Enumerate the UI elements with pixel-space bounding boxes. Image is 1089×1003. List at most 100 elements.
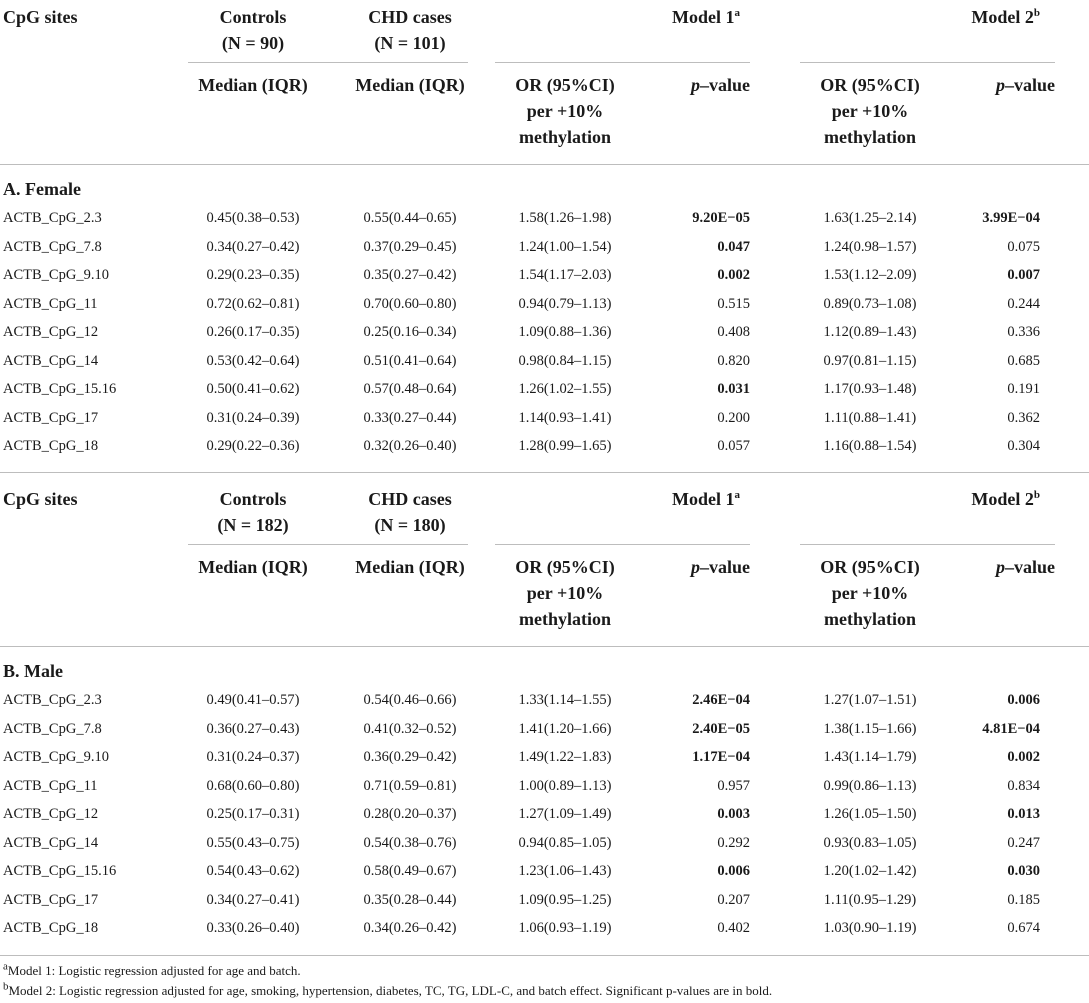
header-or1-line1: OR (95%CI)	[515, 75, 615, 95]
cpg-site-cell: ACTB_CpG_14	[3, 352, 99, 369]
model2-p-cell: 0.191	[1007, 381, 1040, 397]
table-row: ACTB_CpG_2.3 0.49(0.41–0.57) 0.54(0.46–0.6…	[0, 686, 1089, 714]
model2-p-cell: 0.007	[1007, 267, 1040, 283]
model2-or-cell: 0.89(0.73–1.08)	[823, 295, 917, 312]
cases-median-cell: 0.35(0.28–0.44)	[363, 891, 457, 908]
header-cases-n: (N = 180)	[374, 515, 446, 535]
model1-or-cell: 1.14(0.93–1.41)	[518, 409, 612, 426]
cases-median-cell: 0.41(0.32–0.52)	[363, 720, 457, 737]
table-row: ACTB_CpG_11 0.72(0.62–0.81) 0.70(0.60–0.80…	[0, 290, 1089, 318]
model2-p-cell: 0.674	[1007, 920, 1040, 936]
cpg-site-cell: ACTB_CpG_18	[3, 438, 99, 454]
model2-or-cell: 1.17(0.93–1.48)	[823, 381, 917, 397]
cases-median-cell: 0.54(0.46–0.66)	[363, 692, 457, 708]
header-p1: p–value	[690, 75, 750, 95]
model1-or-cell: 1.09(0.95–1.25)	[518, 891, 612, 908]
table-row: ACTB_CpG_7.8 0.36(0.27–0.43) 0.41(0.32–0.5…	[0, 715, 1089, 743]
model1-p-cell: 0.002	[717, 267, 750, 283]
model1-or-cell: 1.49(1.22–1.83)	[518, 749, 612, 765]
controls-median-cell: 0.55(0.43–0.75)	[206, 834, 300, 851]
header-or2-line2: per +10%	[831, 101, 909, 121]
header-or1-line2: per +10%	[526, 101, 604, 121]
table-row: ACTB_CpG_12 0.25(0.17–0.31) 0.28(0.20–0.37…	[0, 800, 1089, 828]
model2-p-cell: 0.336	[1007, 324, 1040, 340]
controls-median-cell: 0.72(0.62–0.81)	[206, 295, 300, 312]
model2-or-cell: 1.03(0.90–1.19)	[823, 920, 917, 936]
model2-or-cell: 1.20(1.02–1.42)	[823, 863, 917, 879]
cpg-site-cell: ACTB_CpG_18	[3, 920, 99, 936]
model2-p-cell: 0.244	[1007, 295, 1040, 312]
table-row: ACTB_CpG_12 0.26(0.17–0.35) 0.25(0.16–0.34…	[0, 318, 1089, 346]
header-median-controls: Median (IQR)	[198, 75, 308, 95]
header-rule-model1	[495, 544, 750, 545]
model2-or-cell: 1.63(1.25–2.14)	[823, 210, 917, 226]
controls-median-cell: 0.68(0.60–0.80)	[206, 777, 300, 794]
model2-or-cell: 1.11(0.88–1.41)	[823, 409, 917, 426]
model1-or-cell: 0.94(0.79–1.13)	[518, 295, 612, 312]
table-row: ACTB_CpG_11 0.68(0.60–0.80) 0.71(0.59–0.81…	[0, 772, 1089, 800]
model1-p-cell: 0.003	[717, 806, 750, 822]
section-divider	[0, 472, 1089, 473]
model2-p-cell: 0.030	[1007, 863, 1040, 879]
header-p1: p–value	[690, 557, 750, 577]
model2-p-cell: 0.002	[1007, 749, 1040, 765]
model1-p-cell: 2.46E−04	[692, 692, 750, 708]
header-or1-line2: per +10%	[526, 583, 604, 603]
section-title-female: A. Female	[3, 179, 81, 199]
cpg-site-cell: ACTB_CpG_11	[3, 777, 98, 794]
cases-median-cell: 0.58(0.49–0.67)	[363, 863, 457, 879]
model1-p-cell: 2.40E−05	[692, 720, 750, 737]
cpg-site-cell: ACTB_CpG_7.8	[3, 238, 102, 255]
cases-median-cell: 0.37(0.29–0.45)	[363, 238, 457, 255]
model1-or-cell: 1.24(1.00–1.54)	[518, 238, 612, 255]
controls-median-cell: 0.29(0.22–0.36)	[206, 438, 300, 454]
header-or1-line1: OR (95%CI)	[515, 557, 615, 577]
table-row: ACTB_CpG_9.10 0.29(0.23–0.35) 0.35(0.27–0.…	[0, 261, 1089, 289]
model1-or-cell: 0.94(0.85–1.05)	[518, 834, 612, 851]
header-rule-bottom	[0, 646, 1089, 647]
cpg-site-cell: ACTB_CpG_12	[3, 806, 99, 822]
header-median-controls: Median (IQR)	[198, 557, 308, 577]
controls-median-cell: 0.45(0.38–0.53)	[206, 210, 300, 226]
header-rule-medians	[188, 544, 468, 545]
controls-median-cell: 0.54(0.43–0.62)	[206, 863, 300, 879]
cpg-site-cell: ACTB_CpG_2.3	[3, 210, 102, 226]
header-cases: CHD cases	[368, 7, 452, 27]
header-or2-line1: OR (95%CI)	[820, 75, 920, 95]
model1-p-cell: 0.515	[717, 295, 750, 312]
model1-p-cell: 9.20E−05	[692, 210, 750, 226]
cpg-site-cell: ACTB_CpG_17	[3, 409, 99, 426]
model2-p-cell: 0.185	[1007, 891, 1040, 908]
model2-or-cell: 1.43(1.14–1.79)	[823, 749, 917, 765]
model2-p-cell: 0.013	[1007, 806, 1040, 822]
table-row: ACTB_CpG_15.16 0.50(0.41–0.62) 0.57(0.48–0…	[0, 375, 1089, 403]
cases-median-cell: 0.55(0.44–0.65)	[363, 210, 457, 226]
model2-or-cell: 1.38(1.15–1.66)	[823, 720, 917, 737]
header-or2-line3: methylation	[824, 609, 916, 629]
cpg-site-cell: ACTB_CpG_9.10	[3, 749, 109, 765]
header-model1: Model 1a	[672, 7, 740, 27]
model2-p-cell: 4.81E−04	[982, 720, 1040, 737]
table-row: ACTB_CpG_9.10 0.31(0.24–0.37) 0.36(0.29–0.…	[0, 743, 1089, 771]
controls-median-cell: 0.49(0.41–0.57)	[206, 692, 300, 708]
cases-median-cell: 0.28(0.20–0.37)	[363, 806, 457, 822]
cases-median-cell: 0.36(0.29–0.42)	[363, 749, 457, 765]
table-bottom-rule	[0, 955, 1089, 956]
model2-p-cell: 0.834	[1007, 777, 1040, 794]
cpg-site-cell: ACTB_CpG_7.8	[3, 720, 102, 737]
model2-or-cell: 1.12(0.89–1.43)	[823, 324, 917, 340]
model1-p-cell: 0.006	[717, 863, 750, 879]
model1-or-cell: 1.06(0.93–1.19)	[518, 920, 612, 936]
controls-median-cell: 0.36(0.27–0.43)	[206, 720, 300, 737]
cpg-site-cell: ACTB_CpG_11	[3, 295, 98, 312]
controls-median-cell: 0.31(0.24–0.37)	[206, 749, 300, 765]
table-row: ACTB_CpG_18 0.33(0.26–0.40) 0.34(0.26–0.42…	[0, 914, 1089, 942]
cases-median-cell: 0.32(0.26–0.40)	[363, 438, 457, 454]
model2-or-cell: 1.27(1.07–1.51)	[823, 692, 917, 708]
model1-or-cell: 1.33(1.14–1.55)	[518, 692, 612, 708]
model1-or-cell: 1.09(0.88–1.36)	[518, 324, 612, 340]
header-model2: Model 2b	[971, 489, 1040, 509]
header-rule-medians	[188, 62, 468, 63]
footnote-b: bModel 2: Logistic regression adjusted f…	[3, 980, 773, 998]
model1-p-cell: 1.17E−04	[692, 749, 750, 765]
